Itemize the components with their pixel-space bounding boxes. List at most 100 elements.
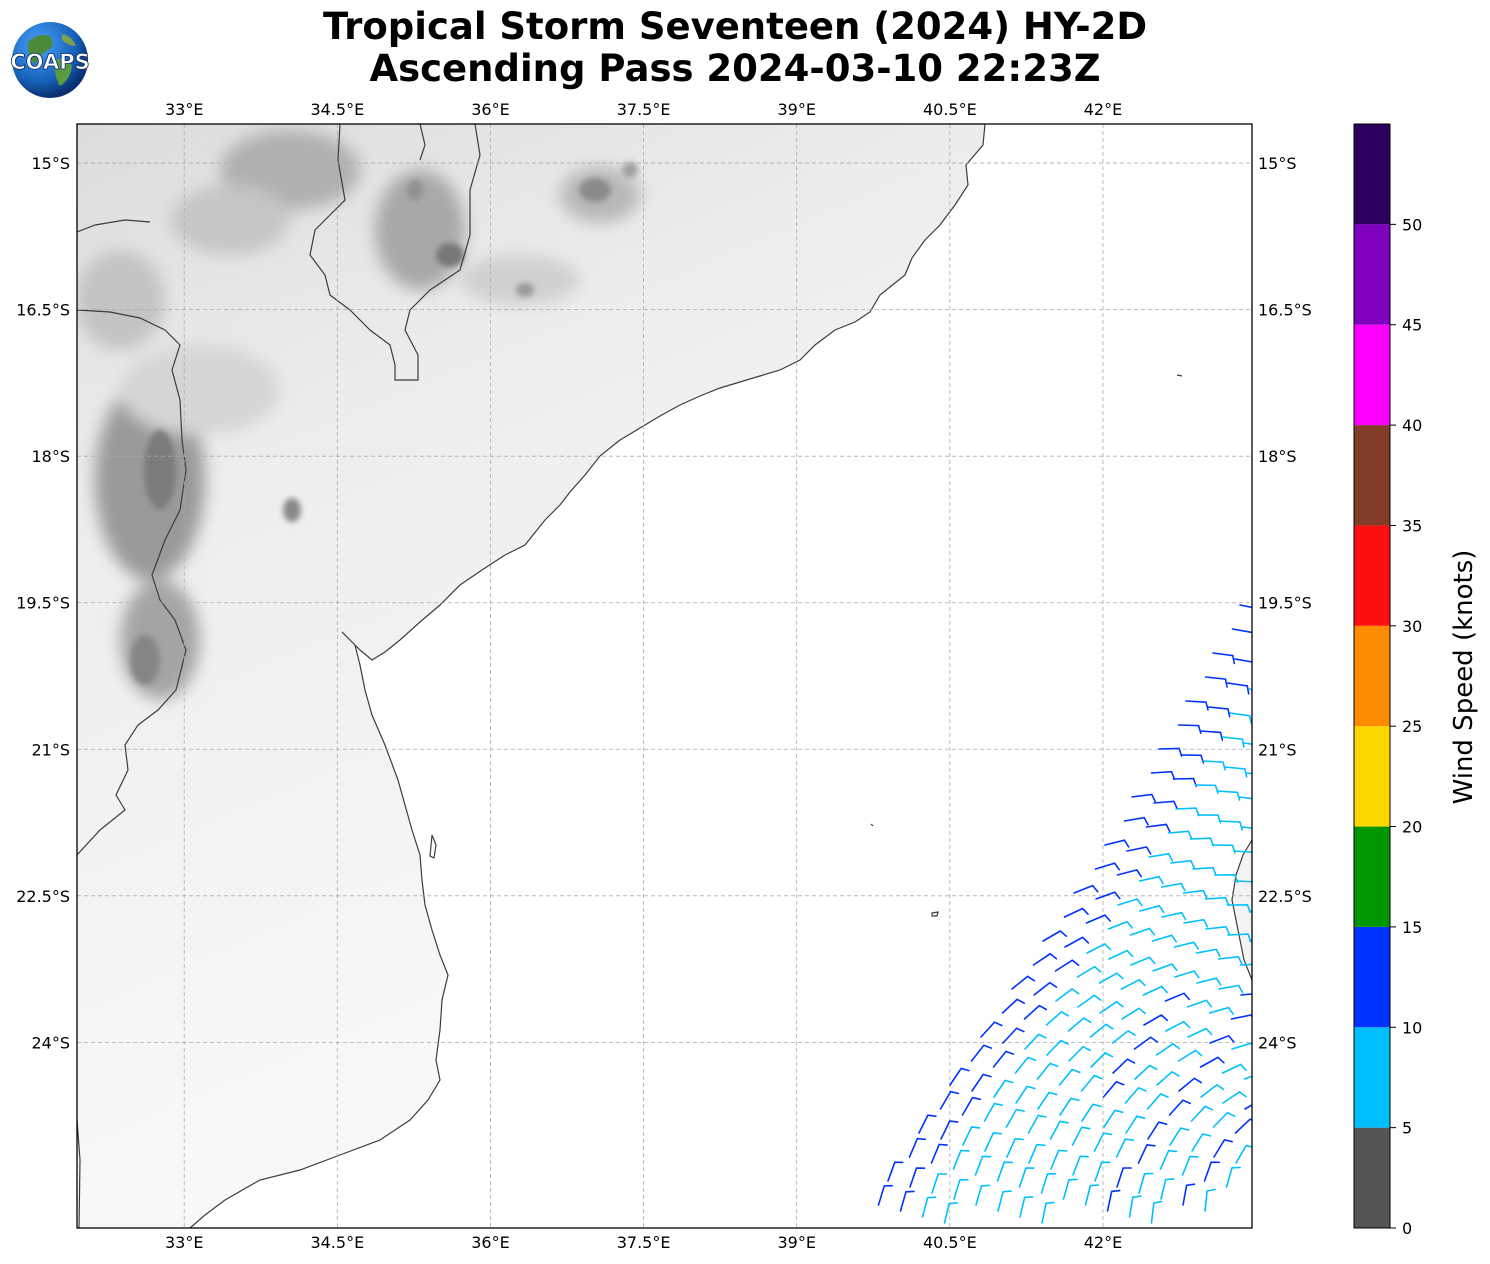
wind-barb	[1204, 676, 1228, 688]
wind-barb	[1181, 1155, 1199, 1176]
wind-barb	[1177, 1049, 1203, 1062]
wind-barb	[1123, 816, 1149, 826]
wind-barb	[1107, 920, 1133, 930]
wind-barb	[1006, 1137, 1024, 1158]
wind-barb	[1196, 977, 1222, 986]
lon-ticks-bottom: 33°E 34.5°E 36°E 37.5°E 39°E 40.5°E 42°E	[165, 1233, 1122, 1252]
wind-barb	[1230, 1014, 1252, 1020]
lat-tick-label-left: 24°S	[31, 1033, 70, 1052]
wind-barb	[1138, 1172, 1154, 1194]
wind-barb	[984, 1132, 1003, 1152]
lat-tick-label-left: 15°S	[31, 154, 70, 173]
wind-barb	[1001, 998, 1025, 1014]
wind-barb	[1128, 1195, 1142, 1218]
wind-barb	[1164, 992, 1190, 1002]
wind-barb	[1143, 1014, 1169, 1026]
wind-barb	[1095, 891, 1121, 900]
wind-barb	[974, 1155, 992, 1176]
wind-barb	[1192, 866, 1217, 876]
wind-barb	[983, 1102, 1004, 1122]
wind-barb	[1046, 1039, 1069, 1056]
lon-tick-label-bottom: 34.5°E	[310, 1233, 364, 1252]
wind-barb	[1205, 925, 1230, 935]
lon-tick-label-top: 33°E	[165, 100, 203, 119]
lat-tick-label-right: 19.5°S	[1258, 594, 1312, 613]
land-madagascar	[1232, 840, 1252, 980]
wind-barb	[1063, 907, 1089, 918]
wind-barb	[1208, 1006, 1234, 1015]
borders-coastlines	[77, 124, 1252, 1228]
lat-tick-label-right: 15°S	[1258, 154, 1297, 173]
wind-barb	[1191, 1133, 1212, 1152]
colorbar-tick-label: 35	[1402, 516, 1422, 535]
wind-barb	[1134, 1064, 1158, 1080]
wind-barb	[1248, 910, 1252, 912]
wind-barb	[1183, 918, 1209, 928]
wind-barb	[1151, 934, 1178, 943]
wind-barb	[1200, 1083, 1225, 1098]
colorbar-ticks: 0 5 10 15 20 25 30 35 40 45 50	[1390, 215, 1422, 1238]
wind-barb	[1098, 972, 1124, 984]
wind-barb	[1231, 1042, 1252, 1050]
colorbar-bin	[1354, 1127, 1390, 1228]
wind-barb	[1158, 747, 1183, 757]
wind-barb	[1058, 1068, 1081, 1086]
lon-tick-label-top: 36°E	[471, 100, 509, 119]
wind-barb	[1015, 1085, 1036, 1104]
wind-barb	[1173, 941, 1199, 950]
colorbar-bin	[1354, 726, 1390, 827]
lon-tick-label-bottom: 36°E	[471, 1233, 509, 1252]
wind-barb	[1011, 975, 1036, 990]
wind-barb	[1072, 1155, 1089, 1176]
wind-barb	[1018, 1167, 1035, 1188]
colorbar-tick-label: 30	[1402, 617, 1422, 636]
lat-tick-label-left: 18°S	[31, 447, 70, 466]
wind-barb	[1062, 1178, 1078, 1200]
wind-barb	[1049, 1120, 1069, 1140]
wind-barb	[1116, 868, 1142, 878]
wind-barb	[1217, 955, 1243, 965]
wind-barb	[1213, 1138, 1233, 1158]
wind-barb	[1036, 1062, 1059, 1080]
colorbar-tick-label: 10	[1402, 1018, 1422, 1037]
lat-ticks-left: 15°S 16.5°S 18°S 19.5°S 21°S 22.5°S 24°S	[16, 154, 70, 1052]
wind-barb	[1084, 1184, 1100, 1206]
wind-barb	[1172, 777, 1197, 787]
wind-barb	[1106, 1189, 1121, 1212]
wind-barb	[1243, 742, 1252, 745]
wind-barb	[1221, 736, 1245, 748]
wind-barb	[940, 1120, 959, 1140]
wind-barb	[1229, 712, 1252, 725]
lon-tick-label-top: 37.5°E	[617, 100, 671, 119]
wind-barb	[1160, 882, 1186, 892]
wind-barb	[1159, 1149, 1178, 1170]
wind-barb	[1221, 1063, 1247, 1074]
wind-barb	[1071, 1126, 1091, 1146]
wind-barb	[1064, 936, 1090, 948]
wind-barb	[1037, 1091, 1058, 1110]
wind-barb	[992, 1050, 1015, 1068]
wind-barb	[1186, 999, 1213, 1008]
lon-tick-label-top: 34.5°E	[310, 100, 364, 119]
colorbar-tick-label: 15	[1402, 918, 1422, 937]
coaps-logo: COAPS	[10, 22, 90, 98]
wind-barb	[1212, 652, 1236, 665]
lat-ticks-right: 15°S 16.5°S 18°S 19.5°S 21°S 22.5°S 24°S	[1258, 154, 1312, 1052]
wind-barb	[1187, 1027, 1213, 1038]
wind-barb	[1249, 940, 1252, 942]
wind-barb	[953, 1178, 969, 1200]
wind-barb	[1153, 800, 1178, 810]
wind-barb	[1146, 1093, 1169, 1110]
wind-barb	[1002, 1027, 1025, 1044]
chart-title-line1: Tropical Storm Seventeen (2024) HY-2D	[322, 5, 1148, 48]
wind-barb	[1160, 1178, 1175, 1200]
wind-barb	[1059, 1097, 1080, 1116]
wind-barb	[1199, 1056, 1225, 1068]
wind-barb	[1216, 790, 1241, 801]
lon-tick-label-top: 40.5°E	[923, 100, 977, 119]
lat-tick-label-right: 16.5°S	[1258, 301, 1312, 320]
colorbar-bin	[1354, 324, 1390, 426]
wind-barb	[1203, 1161, 1220, 1182]
colorbar-label: Wind Speed (knots)	[1449, 550, 1479, 805]
